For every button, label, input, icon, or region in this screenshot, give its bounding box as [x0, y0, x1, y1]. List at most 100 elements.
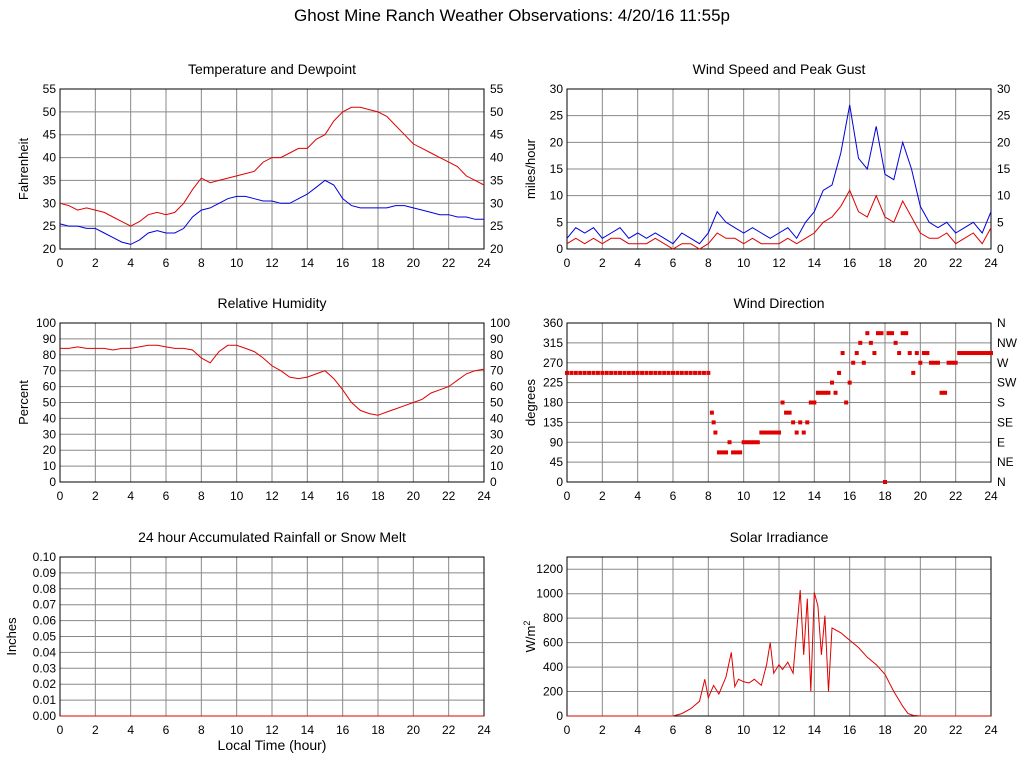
- y-tick-label: 180: [543, 396, 563, 410]
- x-tick-label: 16: [336, 256, 350, 270]
- x-tick-label: 24: [984, 256, 998, 270]
- x-tick-label: 0: [57, 256, 64, 270]
- direction-point: [939, 390, 944, 395]
- direction-point: [851, 360, 856, 365]
- y-tick-label: 270: [543, 356, 563, 370]
- direction-point: [858, 340, 863, 345]
- y-tick-label: 0.01: [33, 693, 57, 707]
- direction-point: [706, 370, 711, 375]
- y-tick-label: 50: [43, 105, 57, 119]
- direction-point: [657, 370, 662, 375]
- direction-point: [711, 420, 716, 425]
- x-tick-label: 0: [57, 723, 64, 737]
- x-tick-label: 20: [407, 723, 421, 737]
- x-tick-label: 18: [371, 256, 385, 270]
- panel-title: Wind Direction: [733, 295, 824, 311]
- right-axis-label: 0: [490, 475, 497, 489]
- y-tick-label: 0.02: [33, 677, 57, 691]
- x-tick-label: 10: [737, 256, 751, 270]
- right-axis-label: 45: [490, 128, 504, 142]
- right-axis-label: 5: [997, 215, 1004, 229]
- direction-point: [801, 430, 806, 435]
- y-axis-label: Fahrenheit: [16, 138, 31, 201]
- direction-point: [946, 360, 951, 365]
- direction-point: [900, 331, 905, 336]
- y-tick-label: 0.08: [33, 582, 57, 596]
- plot-frame: [59, 88, 485, 250]
- right-axis-label: 25: [490, 219, 504, 233]
- direction-point: [974, 351, 979, 356]
- right-axis-label: 50: [490, 105, 504, 119]
- y-tick-label: 60: [43, 380, 57, 394]
- x-tick-label: 20: [914, 489, 928, 503]
- y-tick-label: 0.04: [33, 645, 57, 659]
- panel-title: Relative Humidity: [218, 295, 327, 311]
- right-axis-label: W: [997, 356, 1009, 370]
- x-tick-label: 4: [127, 723, 134, 737]
- direction-point: [826, 390, 831, 395]
- x-tick-label: 24: [984, 723, 998, 737]
- x-tick-label: 14: [808, 489, 822, 503]
- right-axis-label: 20: [490, 242, 504, 256]
- y-tick-label: 225: [543, 376, 563, 390]
- direction-point: [978, 351, 983, 356]
- plot-frame: [566, 88, 992, 250]
- y-tick-label: 0.07: [33, 598, 57, 612]
- x-tick-label: 16: [843, 256, 857, 270]
- direction-point: [701, 370, 706, 375]
- panel-title: Wind Speed and Peak Gust: [693, 61, 866, 77]
- direction-point: [688, 370, 693, 375]
- direction-point: [822, 390, 827, 395]
- y-axis-label: W/m2: [522, 621, 538, 653]
- direction-point: [879, 331, 884, 336]
- x-tick-label: 2: [92, 489, 99, 503]
- direction-point: [943, 390, 948, 395]
- right-axis-label: 30: [997, 82, 1011, 96]
- right-axis-label: NW: [997, 336, 1018, 350]
- panel-title: Solar Irradiance: [730, 529, 829, 545]
- y-tick-label: 50: [43, 396, 57, 410]
- direction-point: [921, 351, 926, 356]
- direction-point: [653, 370, 658, 375]
- x-tick-label: 24: [477, 489, 491, 503]
- direction-point: [985, 351, 990, 356]
- direction-point: [613, 370, 618, 375]
- y-tick-label: 15: [550, 162, 564, 176]
- x-tick-label: 12: [265, 723, 279, 737]
- x-tick-label: 22: [442, 489, 456, 503]
- y-tick-label: 25: [43, 219, 57, 233]
- direction-point: [808, 400, 813, 405]
- x-tick-label: 24: [984, 489, 998, 503]
- direction-point: [666, 370, 671, 375]
- direction-point: [833, 390, 838, 395]
- direction-point: [709, 410, 714, 415]
- x-tick-label: 22: [949, 256, 963, 270]
- direction-point: [777, 430, 781, 435]
- direction-point: [766, 430, 771, 435]
- direction-point: [759, 430, 764, 435]
- y-axis-label: miles/hour: [523, 138, 538, 199]
- direction-point: [738, 450, 743, 455]
- direction-point: [713, 430, 718, 435]
- direction-point: [815, 390, 820, 395]
- direction-point: [907, 351, 912, 356]
- x-tick-label: 8: [705, 723, 712, 737]
- right-axis-label: 25: [997, 109, 1011, 123]
- x-tick-label: 2: [599, 723, 606, 737]
- y-tick-label: 360: [543, 316, 563, 330]
- x-tick-label: 14: [301, 256, 315, 270]
- x-tick-label: 22: [442, 256, 456, 270]
- x-tick-label: 24: [477, 723, 491, 737]
- x-tick-label: 20: [407, 256, 421, 270]
- direction-point: [618, 370, 622, 375]
- x-tick-label: 6: [163, 489, 170, 503]
- y-tick-label: 20: [43, 443, 57, 457]
- x-tick-label: 20: [914, 256, 928, 270]
- x-tick-label: 14: [808, 723, 822, 737]
- x-tick-label: 2: [92, 256, 99, 270]
- right-axis-label: 30: [490, 427, 504, 441]
- direction-point: [591, 370, 596, 375]
